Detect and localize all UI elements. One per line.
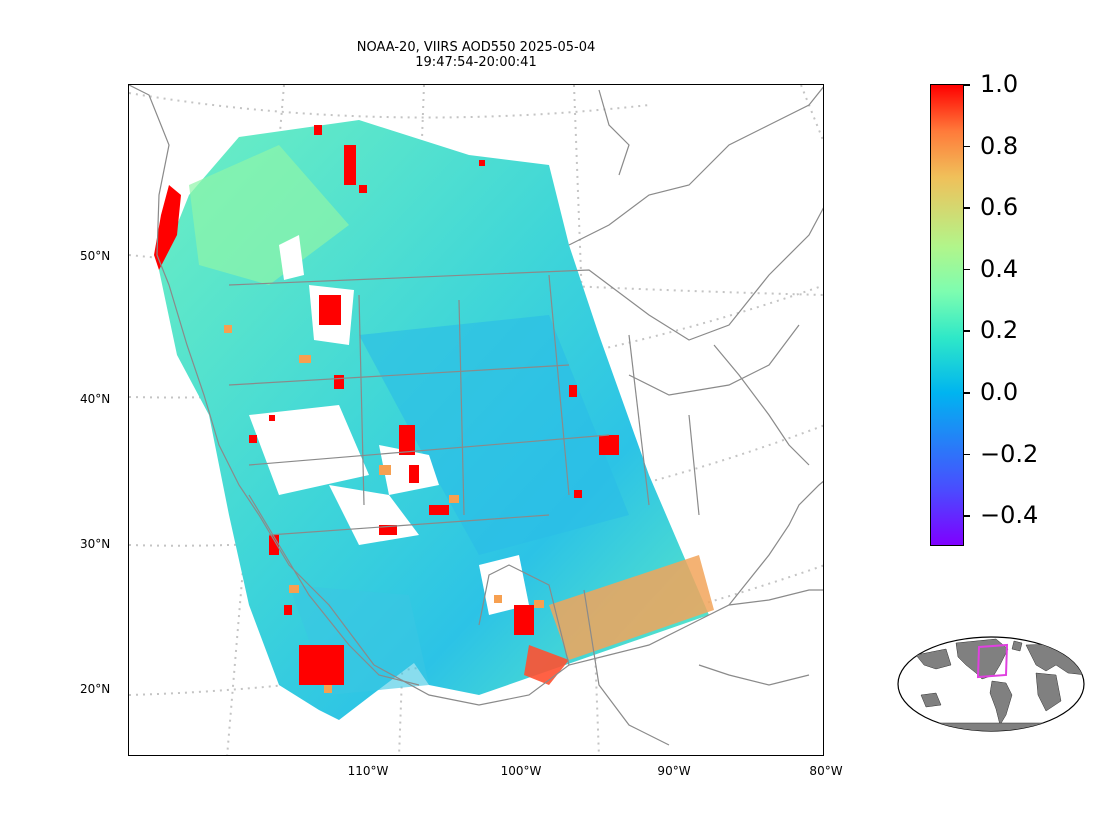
colorbar-tick	[964, 515, 970, 517]
globe-inset	[897, 636, 1085, 732]
colorbar-tick	[964, 145, 970, 148]
inset-extent-box	[976, 643, 1009, 679]
lat-label-40n: 40°N	[80, 392, 111, 406]
map-panel[interactable]	[128, 84, 824, 756]
title-line-2: 19:47:54-20:00:41	[415, 55, 537, 70]
colorbar	[930, 84, 964, 546]
colorbar-tick	[964, 268, 970, 271]
lon-label-100w: 100°W	[500, 764, 542, 778]
colorbar-label: 0.0	[980, 378, 1019, 406]
colorbar-tick	[964, 207, 970, 209]
aod-swath	[154, 120, 714, 720]
colorbar-tick	[964, 453, 970, 456]
colorbar-tick	[964, 392, 970, 394]
title-line-1: NOAA-20, VIIRS AOD550 2025-05-04	[356, 40, 596, 55]
colorbar-label: 1.0	[980, 70, 1019, 98]
lat-label-50n: 50°N	[80, 249, 111, 263]
lat-label-20n: 20°N	[80, 682, 111, 696]
colorbar-label: 0.4	[980, 254, 1019, 283]
lon-label-90w: 90°W	[657, 764, 691, 778]
colorbar-label: 0.2	[980, 316, 1019, 345]
lon-label-110w: 110°W	[347, 764, 389, 778]
colorbar-label: 0.6	[980, 193, 1019, 222]
colorbar-label: 0.8	[980, 131, 1019, 160]
lat-label-30n: 30°N	[80, 537, 111, 551]
lon-label-80w: 80°W	[809, 764, 843, 778]
coastlines-borders	[129, 85, 823, 746]
colorbar-label: −0.2	[980, 439, 1039, 468]
colorbar-tick	[964, 330, 970, 332]
map-title: NOAA-20, VIIRS AOD550 2025-05-04 19:47:5…	[128, 40, 824, 70]
colorbar-tick	[964, 84, 970, 86]
map-canvas	[129, 85, 823, 755]
colorbar-label: −0.4	[980, 501, 1039, 530]
